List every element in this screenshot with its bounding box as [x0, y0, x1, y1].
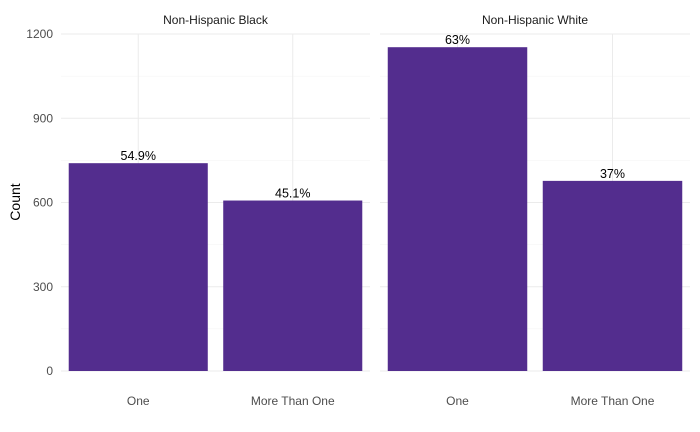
bar	[542, 180, 683, 371]
x-tick-label: One	[446, 394, 469, 408]
y-tick-label: 900	[33, 111, 53, 125]
y-tick-label: 0	[46, 364, 53, 378]
facet-panel: 54.9% One 45.1% More Than One Non-Hispanic B…	[61, 13, 370, 408]
bar-value-label: 37%	[600, 167, 625, 181]
bar	[223, 200, 363, 371]
y-tick-label: 300	[33, 280, 53, 294]
facet-title: Non-Hispanic White	[482, 13, 588, 27]
y-axis-title: Count	[7, 183, 23, 220]
bar-value-label: 63%	[445, 33, 470, 47]
bar-value-label: 45.1%	[275, 187, 310, 201]
facet-panel: 63% One 37% More Than One Non-Hispanic White	[380, 13, 690, 408]
facet-title: Non-Hispanic Black	[163, 13, 269, 27]
x-tick-label: More Than One	[251, 394, 335, 408]
x-tick-label: More Than One	[571, 394, 655, 408]
x-tick-label: One	[127, 394, 150, 408]
bar-value-label: 54.9%	[121, 149, 156, 163]
y-tick-label: 600	[33, 196, 53, 210]
bar	[387, 47, 528, 372]
bar	[68, 163, 208, 371]
y-tick-label: 1200	[26, 27, 53, 41]
